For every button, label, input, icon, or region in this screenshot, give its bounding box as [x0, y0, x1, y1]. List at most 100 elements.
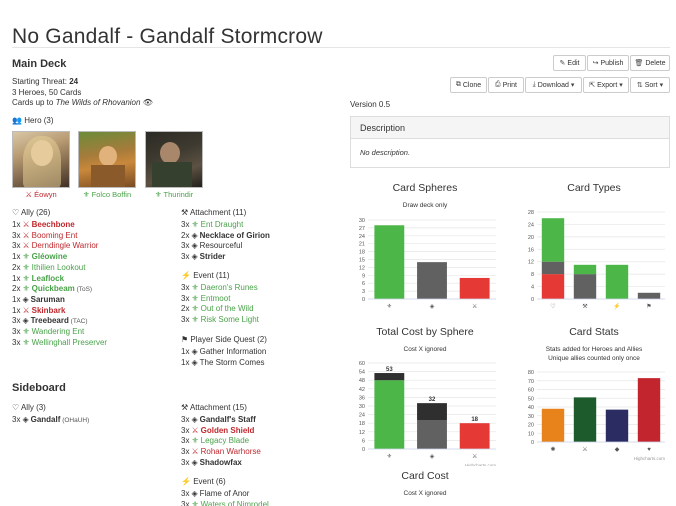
sideboard-heading: Sideboard: [12, 382, 66, 394]
card-quantity: 3x: [181, 436, 190, 446]
y-tick-label: 80: [528, 370, 534, 376]
card-name-link[interactable]: Gandalf: [30, 415, 61, 424]
hero-name-thurindir[interactable]: ⚜ Thurindir: [154, 190, 194, 199]
neutral-sphere-icon: ◈: [191, 230, 198, 240]
card-name-link[interactable]: Beechbone: [31, 220, 75, 229]
card-quantity: 3x: [181, 415, 190, 424]
card-name-link[interactable]: Rohan Warhorse: [200, 447, 261, 457]
chart-subtitle-card-cost: Cost X ignored: [403, 490, 447, 497]
card-name-link[interactable]: Gather Information: [199, 347, 267, 356]
bar: [374, 225, 405, 299]
edit-button[interactable]: ✎ Edit: [553, 55, 586, 71]
export-dropdown[interactable]: ⇱ Export ▾: [583, 77, 629, 93]
hero-image-folco-boffin[interactable]: [78, 131, 136, 188]
card-name-link[interactable]: Strider: [199, 252, 226, 262]
card-name-link[interactable]: Treebeard: [30, 316, 69, 326]
y-tick-label: 12: [359, 430, 365, 436]
caret-down-icon: ▾: [570, 82, 575, 89]
card-name-link[interactable]: Wandering Ent: [31, 327, 85, 336]
card-quantity: 3x: [181, 220, 190, 229]
data-label: 18: [471, 417, 478, 423]
leadership-sphere-icon: ⚜: [22, 252, 30, 262]
hero-image-eowyn[interactable]: [12, 131, 70, 188]
card-quantity: 2x: [181, 230, 190, 240]
card-quantity: 3x: [12, 327, 21, 336]
chart-subtitle2-card-stats: Unique allies counted only once: [548, 355, 640, 362]
health-icon: ♥: [647, 447, 651, 453]
card-quantity: 3x: [12, 241, 21, 251]
bar: [605, 409, 629, 442]
card-name-link[interactable]: Quickbeam: [31, 284, 75, 294]
card-name-link[interactable]: Derndingle Warrior: [31, 241, 99, 251]
bar: [417, 262, 447, 299]
delete-button[interactable]: 🗑 Delete: [630, 55, 670, 71]
sideboard-event-heading: ⚡ Event (6): [181, 477, 226, 486]
y-tick-label: 24: [359, 234, 365, 240]
y-tick-label: 48: [359, 378, 365, 384]
card-name-link[interactable]: Gandalf's Staff: [199, 415, 256, 424]
card-name-link[interactable]: Booming Ent: [31, 230, 78, 240]
tactics-sphere-icon: ⚔: [191, 447, 199, 457]
card-name-link[interactable]: Skinbark: [31, 305, 66, 315]
card-name-link[interactable]: Legacy Blade: [200, 436, 250, 446]
card-name-link[interactable]: Gléowine: [31, 252, 68, 262]
hero-image-thurindir[interactable]: [145, 131, 203, 188]
download-dropdown[interactable]: ⤓ Download ▾: [525, 77, 582, 93]
event-icon: ⚡: [613, 302, 620, 310]
card-name-link[interactable]: The Storm Comes: [199, 357, 265, 367]
clone-button[interactable]: ⧉ Clone: [450, 77, 487, 93]
card-name-link[interactable]: Out of the Wild: [200, 304, 254, 314]
bar-segment: [374, 380, 405, 449]
y-tick-label: 27: [359, 226, 365, 232]
y-tick-label: 0: [362, 447, 365, 453]
card-name-link[interactable]: Waters of Nimrodel: [200, 499, 269, 506]
hero-name-eowyn[interactable]: ⚔ Éowyn: [25, 190, 57, 199]
card-quantity: 1x: [12, 273, 21, 283]
bar-segment: [374, 373, 405, 381]
card-name-link[interactable]: Flame of Anor: [199, 489, 250, 498]
defense-icon: ◆: [615, 447, 620, 453]
tactics-sphere-icon: ⚔: [22, 230, 30, 240]
card-name-link[interactable]: Necklace of Girion: [199, 230, 270, 240]
card-name-link[interactable]: Golden Shield: [200, 425, 255, 435]
y-tick-label: 0: [362, 297, 365, 303]
leadership-sphere-icon: ⚜: [191, 436, 199, 446]
neutral-icon: ◈: [430, 304, 435, 310]
y-tick-label: 60: [528, 388, 534, 394]
card-name-link[interactable]: Ithilien Lookout: [31, 262, 86, 272]
bar: [459, 277, 490, 299]
card-row: 3x ⚔ Booming Ent: [12, 231, 77, 241]
eye-icon[interactable]: 👁: [142, 98, 153, 107]
chart-title-card-stats: Card Stats: [569, 326, 619, 338]
willpower-icon: ✺: [550, 446, 555, 453]
tactics-icon: ⚔: [472, 303, 477, 310]
bar-segment: [459, 423, 490, 449]
leadership-sphere-icon: ⚜: [82, 190, 90, 199]
card-name-link[interactable]: Leaflock: [31, 273, 65, 283]
print-button[interactable]: ⎙ Print: [488, 77, 524, 93]
bar-segment: [573, 264, 597, 275]
card-name-link[interactable]: Saruman: [30, 294, 65, 304]
card-name-link[interactable]: Entmoot: [200, 293, 231, 303]
card-name-link[interactable]: Wellinghall Preserver: [31, 337, 108, 347]
card-quantity: 3x: [181, 489, 190, 498]
card-name-link[interactable]: Risk Some Light: [200, 315, 259, 325]
hero-section-heading: 👥 Hero (3): [12, 116, 54, 125]
leadership-sphere-icon: ⚜: [191, 283, 199, 292]
sort-dropdown[interactable]: ⇅ Sort ▾: [630, 77, 670, 93]
hero-name-folco-boffin[interactable]: ⚜ Folco Boffin: [82, 190, 132, 199]
card-row: 2x ⚜ Quickbeam (ToS): [12, 284, 92, 295]
card-set-suffix: (OHaUH): [60, 417, 90, 424]
card-name-link[interactable]: Ent Draught: [200, 220, 244, 229]
y-tick-label: 24: [528, 222, 534, 228]
y-tick-label: 30: [359, 218, 365, 224]
publish-button[interactable]: ↪ Publish: [587, 55, 629, 71]
card-row: 3x ◈ Strider: [181, 252, 225, 262]
card-name-link[interactable]: Resourceful: [199, 241, 243, 251]
card-name-link[interactable]: Daeron's Runes: [200, 283, 258, 292]
card-name-link[interactable]: Shadowfax: [199, 457, 242, 467]
card-quantity: 1x: [12, 294, 21, 304]
card-quantity: 1x: [12, 252, 21, 262]
main-deck-heading: Main Deck: [12, 58, 67, 70]
